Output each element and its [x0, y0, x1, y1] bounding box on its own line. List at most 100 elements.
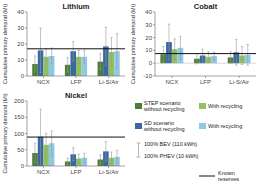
- error-cap: [173, 59, 175, 60]
- error-cap: [229, 51, 231, 52]
- panel: NickelCumulative primary demand (Mt)0501…: [2, 91, 125, 175]
- error-cap: [99, 154, 101, 155]
- background: [0, 0, 261, 193]
- panel: CobaltCumulative primary demand (Mt)-100…: [130, 2, 256, 85]
- error-bar: [110, 38, 112, 67]
- annotation: 100% BEV (110 kWh): [144, 141, 197, 147]
- error-bar: [78, 50, 80, 63]
- error-cap: [83, 162, 85, 163]
- y-axis-line: [27, 12, 28, 76]
- error-cap: [105, 27, 107, 28]
- legend-label-line: With recycling: [208, 103, 242, 109]
- error-stem: [78, 50, 79, 63]
- error-cap: [110, 163, 112, 164]
- error-cap: [168, 60, 170, 61]
- error-stem: [73, 148, 74, 161]
- known-reserves-line: [27, 48, 125, 49]
- error-cap: [45, 133, 47, 134]
- error-cap: [72, 60, 74, 61]
- error-bar: [72, 42, 74, 61]
- panel: LithiumCumulative primary demand (Mt)010…: [2, 2, 125, 85]
- x-tick: [239, 76, 240, 78]
- x-tick-label: Li-S/Air: [99, 79, 119, 85]
- legend-reserves-line: [199, 176, 215, 177]
- y-tick-label: 0: [149, 60, 153, 66]
- error-cap: [173, 38, 175, 39]
- error-cap: [34, 162, 36, 163]
- y-axis-line: [27, 101, 28, 166]
- error-stem: [111, 152, 112, 164]
- annotation: 100% PHEV (10 kWh): [144, 153, 199, 159]
- error-stem: [111, 38, 112, 67]
- error-bar: [173, 39, 175, 59]
- legend: STEP scenariowithout recyclingSD scenari…: [135, 100, 242, 183]
- legend-label: With recycling: [208, 123, 242, 129]
- error-bar: [235, 40, 237, 66]
- x-tick-label: Li-S/Air: [229, 79, 249, 85]
- x-axis-line: [27, 76, 125, 77]
- error-stem: [180, 36, 181, 59]
- error-stem: [100, 155, 101, 164]
- legend-swatch: [135, 123, 142, 129]
- legend-label-line: With recycling: [208, 123, 242, 129]
- error-bar: [196, 54, 198, 64]
- chart-title: Nickel: [65, 91, 87, 100]
- error-cap: [201, 61, 203, 62]
- plot-area: [27, 109, 125, 166]
- error-cap: [247, 44, 249, 45]
- annotation: Knownreserves: [218, 170, 239, 183]
- error-cap: [66, 158, 68, 159]
- y-tick-label: 30: [145, 22, 152, 28]
- error-cap: [83, 63, 85, 64]
- y-axis-label: Cumulative primary demand (Mt): [2, 4, 8, 84]
- annotation-line: 100% BEV (110 kWh): [144, 141, 197, 147]
- error-cap: [116, 163, 118, 164]
- error-stem: [84, 50, 85, 63]
- error-cap: [83, 153, 85, 154]
- error-cap: [116, 68, 118, 69]
- x-tick: [43, 76, 44, 78]
- x-axis-line: [155, 76, 256, 77]
- error-cap: [213, 52, 215, 53]
- error-stem: [67, 158, 68, 165]
- error-cap: [66, 72, 68, 73]
- error-cap: [34, 143, 36, 144]
- error-cap: [235, 65, 237, 66]
- legend-label: STEP scenariowithout recycling: [143, 100, 185, 113]
- error-cap: [50, 130, 52, 131]
- error-cap: [105, 65, 107, 66]
- x-tick-label: NCX: [37, 169, 50, 175]
- legend-swatch: [199, 103, 206, 109]
- error-cap: [72, 147, 74, 148]
- error-bar: [110, 152, 112, 164]
- error-bar: [99, 155, 101, 164]
- y-axis-label: Cumulative primary demand (Mt): [2, 93, 8, 173]
- chart-figure: LithiumCumulative primary demand (Mt)010…: [0, 0, 261, 193]
- legend-swatch: [135, 103, 142, 109]
- error-cap: [34, 56, 36, 57]
- annotation-line: reserves: [218, 176, 239, 182]
- error-bar: [50, 48, 52, 64]
- y-tick-label: 20: [17, 41, 24, 47]
- error-stem: [67, 58, 68, 72]
- error-stem: [163, 47, 164, 62]
- legend-label-line: without recycling: [143, 106, 185, 112]
- error-stem: [100, 54, 101, 70]
- y-tick-label: 0: [21, 73, 25, 79]
- known-reserves-line: [27, 137, 125, 138]
- error-cap: [72, 160, 74, 161]
- error-cap: [110, 66, 112, 67]
- error-stem: [116, 150, 117, 163]
- error-cap: [213, 60, 215, 61]
- error-cap: [45, 64, 47, 65]
- error-cap: [78, 50, 80, 51]
- error-stem: [174, 39, 175, 59]
- legend-error-symbol: [137, 157, 141, 158]
- error-cap: [162, 61, 164, 62]
- y-tick-label: 150: [14, 114, 25, 120]
- error-stem: [202, 49, 203, 62]
- y-tick-label: 10: [17, 57, 24, 63]
- error-cap: [99, 164, 101, 165]
- error-cap: [66, 164, 68, 165]
- error-cap: [207, 51, 209, 52]
